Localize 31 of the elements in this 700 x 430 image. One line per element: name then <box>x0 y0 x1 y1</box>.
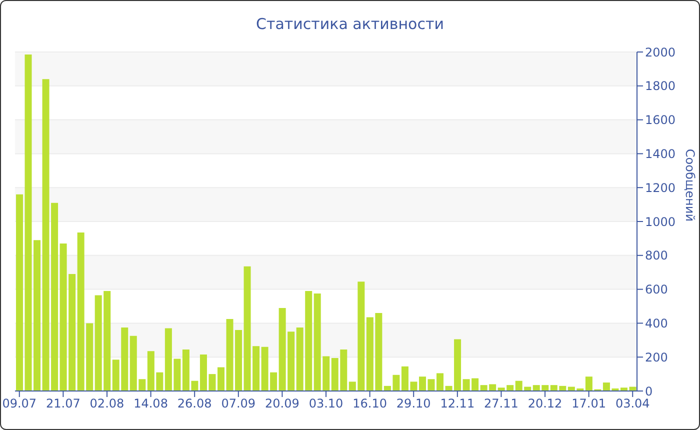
x-tick-label: 02.08 <box>90 396 124 411</box>
y-tick-label: 1400 <box>645 146 676 161</box>
bar <box>16 194 23 391</box>
y-tick-label: 1600 <box>645 113 676 128</box>
y-tick-label: 0 <box>645 384 653 398</box>
bar <box>436 373 444 391</box>
x-tick-label: 12.11 <box>440 396 475 411</box>
x-tick-label: 16.10 <box>352 396 387 411</box>
y-tick-label: 1200 <box>645 180 676 195</box>
y-tick-label: 1000 <box>645 214 676 229</box>
y-axis-title: Сообщений <box>682 148 697 222</box>
x-tick-label: 09.07 <box>2 396 37 411</box>
x-tick-label: 20.09 <box>265 396 300 411</box>
x-tick-label: 17.01 <box>572 396 606 411</box>
x-tick-label: 20.12 <box>528 396 562 411</box>
x-tick-label: 29.10 <box>396 396 431 411</box>
x-tick-label: 14.08 <box>134 396 168 411</box>
bar <box>217 367 224 391</box>
x-tick-label: 03.10 <box>308 396 344 411</box>
x-tick-label: 07.09 <box>221 396 256 411</box>
x-tick-label: 03.04 <box>615 396 650 411</box>
y-tick-label: 600 <box>645 282 668 297</box>
x-tick-label: 26.08 <box>177 396 212 411</box>
y-tick-label: 400 <box>645 316 668 330</box>
y-tick-label: 2000 <box>645 45 676 60</box>
x-tick-label: 21.07 <box>46 396 80 411</box>
chart-title: Статистика активности <box>255 15 445 33</box>
y-tick-label: 200 <box>645 350 668 364</box>
y-tick-label: 1800 <box>645 79 676 94</box>
x-tick-label: 27.11 <box>484 396 518 411</box>
y-tick-label: 800 <box>645 248 668 263</box>
